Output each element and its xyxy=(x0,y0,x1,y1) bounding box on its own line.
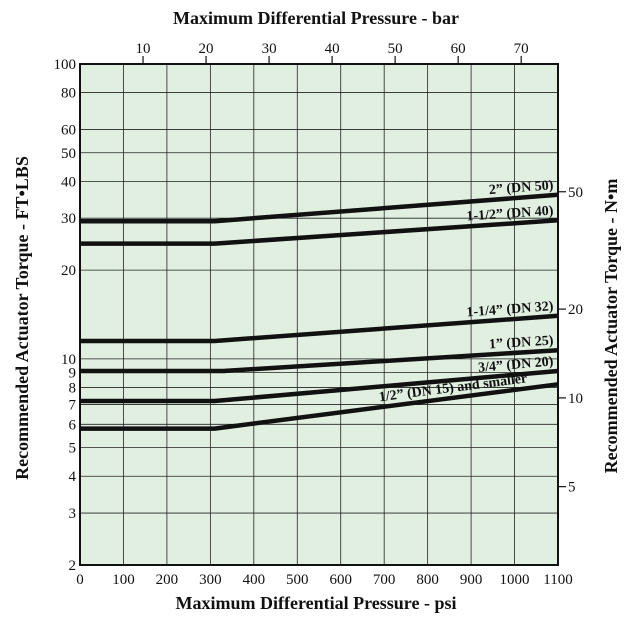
x-tick-label: 700 xyxy=(373,572,396,588)
top-tick-label: 30 xyxy=(262,41,277,57)
x-tick-label: 100 xyxy=(112,572,135,588)
top-tick-label: 50 xyxy=(388,41,403,57)
plot-background xyxy=(80,64,558,565)
x-tick-label: 0 xyxy=(76,572,84,588)
right-tick-label: 50 xyxy=(568,185,583,201)
series-label: 1” (DN 25) xyxy=(489,333,555,352)
y-tick-label: 10 xyxy=(61,352,76,368)
right-tick-label: 10 xyxy=(568,391,583,407)
right-tick-label: 5 xyxy=(568,480,576,496)
series-label: 1-1/2” (DN 40) xyxy=(466,204,554,225)
top-tick-label: 40 xyxy=(325,41,340,57)
series-label: 3/4” (DN 20) xyxy=(478,354,555,376)
series-line xyxy=(80,313,559,344)
top-tick-label: 10 xyxy=(136,41,151,57)
y-tick-label: 5 xyxy=(69,441,77,457)
x-tick-label: 600 xyxy=(329,572,352,588)
x-tick-label: 1000 xyxy=(500,572,530,588)
y-tick-label: 7 xyxy=(69,398,77,414)
y-tick-label: 100 xyxy=(54,57,77,73)
top-tick-label: 60 xyxy=(451,41,466,57)
bottom-axis-title: Maximum Differential Pressure - psi xyxy=(176,593,457,613)
plot-frame xyxy=(79,63,559,566)
series-line xyxy=(80,382,559,431)
series-layer xyxy=(80,192,559,431)
series-line xyxy=(80,347,559,374)
y-tick-label: 9 xyxy=(69,365,77,381)
y-tick-label: 4 xyxy=(69,469,77,485)
x-tick-label: 400 xyxy=(243,572,266,588)
x-tick-label: 200 xyxy=(156,572,179,588)
series-line xyxy=(80,218,559,246)
y-tick-label: 2 xyxy=(69,558,77,574)
top-axis-ticks: 10 20 30 40 50 60 70 xyxy=(136,41,529,64)
x-tick-label: 500 xyxy=(286,572,309,588)
y-tick-label: 20 xyxy=(61,263,76,279)
series-label: 1-1/4” (DN 32) xyxy=(466,299,554,320)
y-tick-label: 8 xyxy=(69,380,77,396)
series-line xyxy=(80,192,559,224)
y-tick-label: 6 xyxy=(69,417,77,433)
top-tick-label: 70 xyxy=(514,41,529,57)
y-tick-label: 60 xyxy=(61,122,76,138)
right-axis-title: Recommended Actuator Torque - N•m xyxy=(601,179,621,474)
y-tick-label: 40 xyxy=(61,174,76,190)
y-tick-label: 80 xyxy=(61,86,76,102)
top-axis-title: Maximum Differential Pressure - bar xyxy=(173,8,459,28)
y-tick-label: 3 xyxy=(69,506,77,522)
top-tick-label: 20 xyxy=(199,41,214,57)
series-line xyxy=(80,368,559,404)
x-tick-label: 300 xyxy=(199,572,222,588)
x-tick-label: 800 xyxy=(416,572,439,588)
series-label: 2” (DN 50) xyxy=(488,178,554,198)
y-tick-label: 30 xyxy=(61,211,76,227)
left-axis-title: Recommended Actuator Torque - FT•LBS xyxy=(12,156,32,480)
x-tick-label: 900 xyxy=(460,572,483,588)
y-tick-label: 50 xyxy=(61,146,76,162)
bottom-axis-ticks: 0 100 200 300 400 500 600 700 800 900 1000 1100 xyxy=(76,572,572,588)
grid xyxy=(79,63,559,566)
right-axis-ticks: 5 10 20 50 xyxy=(558,185,583,496)
right-tick-label: 20 xyxy=(568,302,583,318)
x-tick-label: 1100 xyxy=(543,572,572,588)
